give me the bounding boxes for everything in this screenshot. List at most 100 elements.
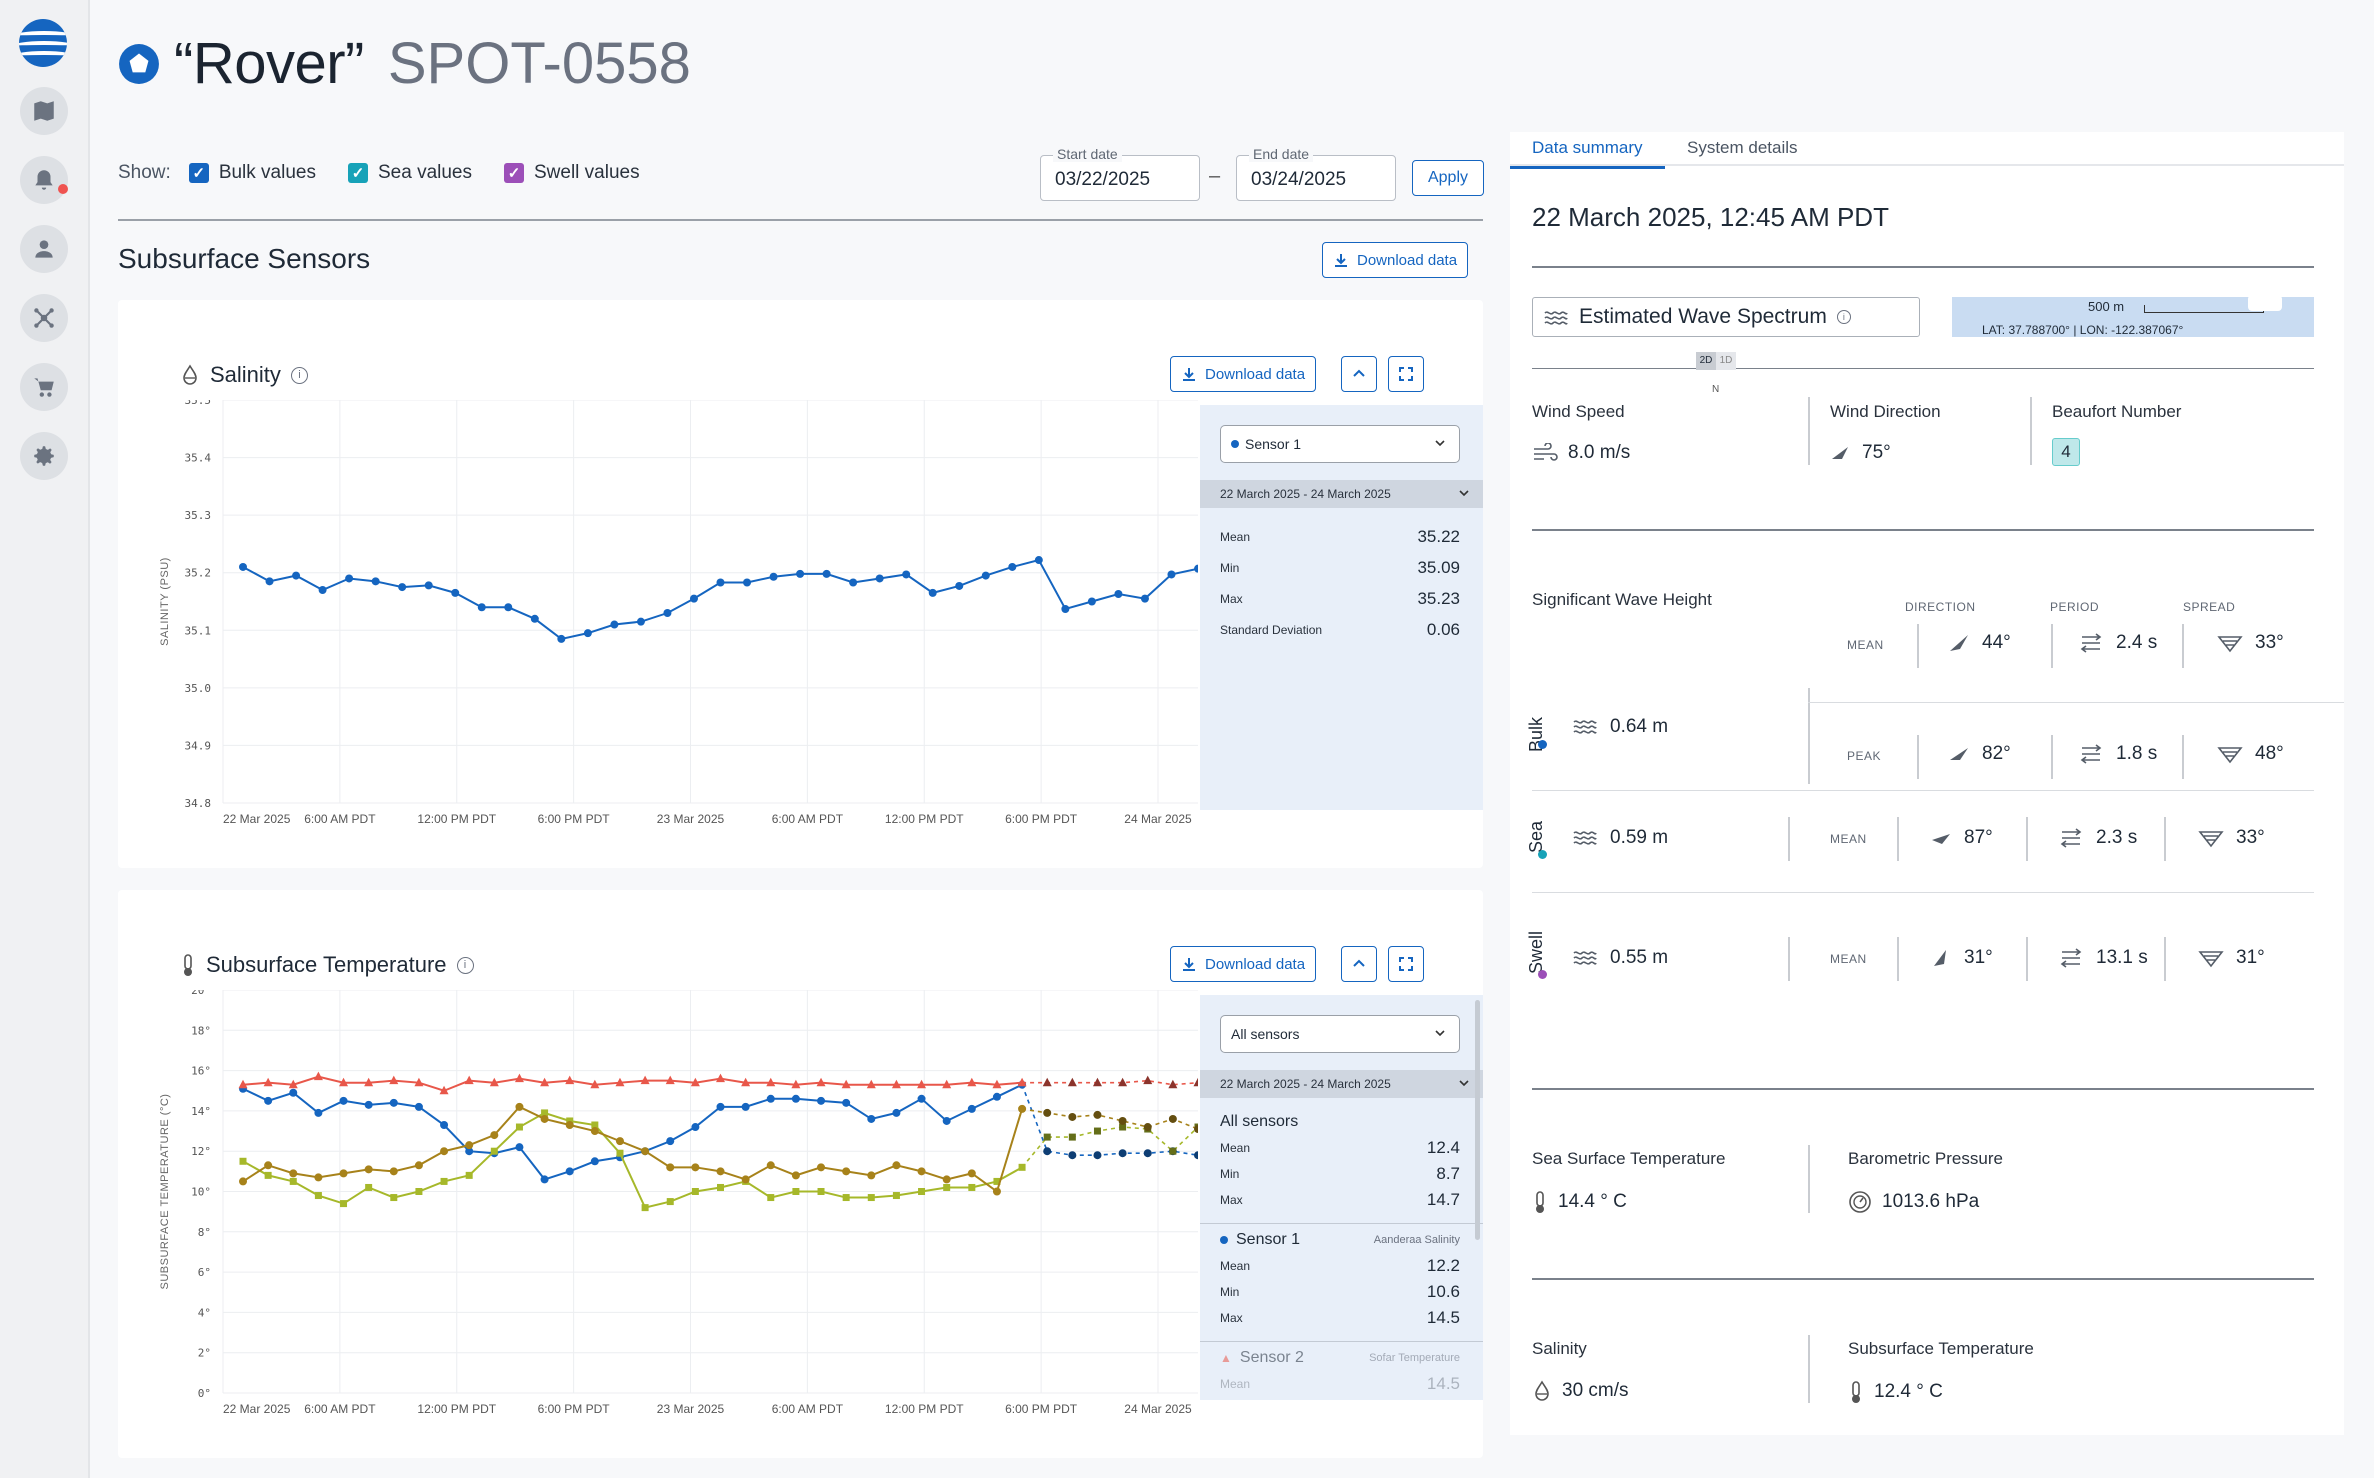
data-point <box>817 1163 826 1172</box>
mode-1d[interactable]: 1D <box>1719 355 1733 366</box>
direction-arrow-icon <box>1950 635 1968 651</box>
series-line-dashed <box>1021 1108 1198 1130</box>
divider <box>2026 817 2028 861</box>
start-date-field[interactable]: Start date 03/22/2025 <box>1040 146 1200 201</box>
y-tick-label: 2° <box>198 1347 211 1360</box>
download-all-button[interactable]: Download data <box>1322 242 1469 278</box>
network-nav-button[interactable] <box>20 294 68 342</box>
salinity-range-toggle[interactable]: 22 March 2025 - 24 March 2025 <box>1200 480 1483 508</box>
direction-arrow-icon <box>1832 447 1848 459</box>
data-point <box>590 1157 599 1166</box>
data-point <box>1168 1114 1177 1123</box>
notifications-nav-button[interactable] <box>20 156 68 204</box>
data-point <box>891 1079 901 1089</box>
y-tick-label: 20° <box>191 990 211 997</box>
data-point <box>791 1079 801 1089</box>
download-icon <box>1183 958 1195 971</box>
salinity-collapse-button[interactable] <box>1341 356 1377 392</box>
divider <box>1200 1341 1483 1342</box>
shop-nav-button[interactable] <box>20 363 68 411</box>
salinity-sensor-select[interactable]: Sensor 1 <box>1220 425 1460 463</box>
temperature-title: Subsurface Temperature i <box>180 952 474 978</box>
settings-nav-button[interactable] <box>20 432 68 480</box>
wind-speed: 8.0 m/s <box>1568 442 1631 463</box>
salinity-card: Salinity i Download data 35.5 35.4 35.3 35.… <box>118 300 1483 868</box>
map-layer-icon[interactable] <box>2248 297 2282 311</box>
stat-value: 12.4 <box>1426 1138 1460 1157</box>
temperature-range-toggle[interactable]: 22 March 2025 - 24 March 2025 <box>1200 1070 1483 1098</box>
data-point <box>414 1102 423 1111</box>
x-tick-label: 22 Mar 2025 <box>223 812 291 826</box>
temperature-collapse-button[interactable] <box>1341 946 1377 982</box>
end-date-field[interactable]: End date 03/24/2025 <box>1236 146 1396 201</box>
stat-row: Mean 35.22 <box>1220 527 1460 547</box>
bulk-checkbox[interactable]: ✓ Bulk values <box>188 162 316 184</box>
scrollbar[interactable] <box>1475 1000 1480 1240</box>
value: 82° <box>1982 743 2011 764</box>
chevron-down-icon <box>1459 1080 1469 1087</box>
info-icon[interactable]: i <box>456 956 474 974</box>
y-axis-title: SALINITY (PSU) <box>159 557 171 646</box>
download-label: Download data <box>1205 365 1306 383</box>
location-map[interactable]: 500 m LAT: 37.788700° | LON: -122.387067… <box>1952 297 2314 337</box>
salinity-chart[interactable]: 35.5 35.4 35.3 35.2 35.1 35.0 34.9 34.8 22 Mar 2… <box>158 400 1198 830</box>
sensor-1-subtitle: Aanderaa Salinity <box>1373 1234 1460 1246</box>
stat-value: 10.6 <box>1426 1282 1460 1301</box>
data-point <box>465 1171 473 1179</box>
sea-checkbox[interactable]: ✓ Sea values <box>347 162 472 184</box>
bulk-mean-period: 2.4 s <box>2078 632 2157 654</box>
data-point <box>663 609 672 618</box>
data-point <box>817 1188 825 1195</box>
temperature-fullscreen-button[interactable] <box>1388 946 1424 982</box>
divider <box>1788 937 1790 981</box>
divider <box>2182 624 2184 668</box>
divider <box>1808 688 1810 784</box>
x-tick-label: 6:00 AM PDT <box>304 812 376 826</box>
sea-spread: 33° <box>2198 827 2265 849</box>
notification-dot <box>58 184 68 194</box>
wave-spectrum-header[interactable]: Estimated Wave Spectrum i <box>1532 297 1920 337</box>
spectrum-mode-toggle[interactable]: 2D 1D <box>1696 352 1736 370</box>
map-scale-label: 500 m <box>2088 299 2125 314</box>
data-point <box>892 1192 900 1200</box>
summary-tabs: Data summary System details <box>1510 132 2344 169</box>
divider <box>2182 735 2184 779</box>
account-nav-button[interactable] <box>20 225 68 273</box>
temperature-download-button[interactable]: Download data <box>1170 946 1317 982</box>
summary-salinity-label: Salinity <box>1532 1339 1587 1358</box>
data-point <box>515 1143 524 1152</box>
info-icon[interactable]: i <box>1836 310 1851 324</box>
summary-panel: Data summary System details 22 March 202… <box>1510 132 2344 1435</box>
data-point <box>514 1073 524 1083</box>
mode-2d[interactable]: 2D <box>1696 352 1716 370</box>
tab-system-details[interactable]: System details <box>1687 138 1798 157</box>
divider <box>2030 397 2032 465</box>
salinity-fullscreen-button[interactable] <box>1388 356 1424 392</box>
start-date-label: Start date <box>1053 146 1122 162</box>
data-point <box>875 574 884 583</box>
stat-value: 8.7 <box>1436 1164 1460 1183</box>
data-point <box>263 1077 273 1087</box>
y-tick-label: 6° <box>198 1266 211 1279</box>
temperature-sensor-select[interactable]: All sensors <box>1220 1015 1460 1053</box>
period-icon <box>2080 633 2102 653</box>
thermometer-icon <box>1852 1381 1860 1403</box>
temperature-chart[interactable]: 20° 18° 16° 14° 12° 10° 8° 6° 4° 2° 0° 22 Mar 2025 6… <box>158 990 1198 1420</box>
app-logo[interactable] <box>19 19 67 67</box>
apply-button[interactable]: Apply <box>1412 160 1484 196</box>
info-icon[interactable]: i <box>290 366 308 384</box>
data-point <box>264 1161 273 1170</box>
divider <box>1808 1145 1810 1213</box>
stat-value: 14.5 <box>1426 1374 1460 1393</box>
map-nav-button[interactable] <box>20 87 68 135</box>
stat-row: Standard Deviation 0.06 <box>1220 620 1460 640</box>
divider <box>1532 790 2314 791</box>
salinity-download-button[interactable]: Download data <box>1170 356 1317 392</box>
data-point <box>841 1079 851 1089</box>
data-point <box>892 1161 901 1170</box>
tab-data-summary[interactable]: Data summary <box>1510 138 1665 169</box>
swell-checkbox[interactable]: ✓ Swell values <box>504 162 640 184</box>
x-tick-label: 6:00 AM PDT <box>772 812 844 826</box>
device-id: SPOT-0558 <box>387 31 691 96</box>
data-point <box>289 1088 298 1097</box>
